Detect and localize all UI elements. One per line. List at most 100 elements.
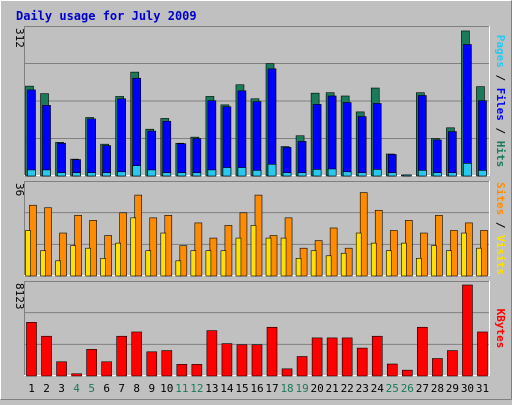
files-bar-day-11 bbox=[177, 143, 187, 177]
kbytes-bar-day-8 bbox=[131, 331, 143, 377]
pages-bar-day-28 bbox=[433, 172, 442, 177]
day-label-9: 9 bbox=[148, 382, 155, 395]
visits-bar-day-4 bbox=[70, 245, 76, 277]
day-label-24: 24 bbox=[371, 382, 385, 395]
files-bar-day-12 bbox=[192, 138, 202, 177]
files-bar-day-10 bbox=[162, 120, 172, 177]
visits-bar-day-12 bbox=[190, 250, 197, 277]
visits-bar-day-11 bbox=[175, 260, 182, 277]
sites-bar-day-2 bbox=[44, 207, 52, 277]
day-label-22: 22 bbox=[341, 382, 354, 395]
day-label-1: 1 bbox=[28, 382, 35, 395]
visits-bar-day-10 bbox=[160, 232, 167, 277]
visits-bar-day-15 bbox=[235, 237, 242, 277]
day-label-7: 7 bbox=[118, 382, 125, 395]
kbytes-bar-day-17 bbox=[266, 326, 278, 377]
legend-sep-1: / bbox=[494, 68, 507, 88]
legend-files: Files bbox=[494, 88, 507, 121]
day-label-11: 11 bbox=[175, 382, 188, 395]
files-bar-day-3 bbox=[57, 142, 66, 177]
kbytes-bar-day-31 bbox=[477, 331, 488, 377]
visits-bar-day-18 bbox=[280, 237, 287, 277]
visits-bar-day-13 bbox=[205, 250, 212, 277]
legend-pages: Pages bbox=[494, 35, 507, 68]
pages-bar-day-3 bbox=[57, 172, 66, 177]
files-bar-day-2 bbox=[42, 105, 51, 177]
files-bar-day-7 bbox=[117, 98, 126, 177]
files-bar-day-19 bbox=[297, 141, 307, 177]
day-label-18: 18 bbox=[280, 382, 293, 395]
visits-bar-day-21 bbox=[325, 255, 332, 277]
pages-bar-day-29 bbox=[448, 172, 457, 177]
sites-bar-day-21 bbox=[329, 227, 338, 277]
day-label-31: 31 bbox=[476, 382, 489, 395]
kbytes-bar-day-15 bbox=[236, 344, 248, 377]
visits-bar-day-1 bbox=[25, 230, 31, 277]
files-bar-day-1 bbox=[27, 89, 36, 177]
files-bar-day-5 bbox=[87, 118, 96, 177]
visits-bar-day-26 bbox=[401, 242, 407, 277]
day-label-10: 10 bbox=[160, 382, 173, 395]
legend-visits: Visits bbox=[494, 235, 507, 275]
day-label-19: 19 bbox=[295, 382, 308, 395]
kbytes-bar-day-26 bbox=[402, 369, 413, 377]
pages-bar-day-20 bbox=[312, 169, 322, 177]
kbytes-bar-day-6 bbox=[101, 361, 112, 377]
day-label-2: 2 bbox=[43, 382, 50, 395]
files-bar-day-30 bbox=[463, 44, 472, 177]
files-bar-day-8 bbox=[132, 77, 142, 177]
kbytes-bar-day-25 bbox=[386, 363, 398, 377]
pages-bar-day-15 bbox=[237, 167, 247, 177]
day-label-5: 5 bbox=[88, 382, 95, 395]
sites-bar-day-6 bbox=[104, 235, 112, 277]
pages-bar-day-17 bbox=[267, 164, 277, 177]
sites-bar-day-27 bbox=[420, 232, 428, 277]
pages-bar-day-5 bbox=[87, 172, 96, 177]
legend-sep-2: / bbox=[494, 121, 507, 141]
visits-bar-day-16 bbox=[250, 225, 257, 277]
pages-bar-day-26 bbox=[403, 174, 412, 177]
kbytes-bar-day-1 bbox=[26, 322, 37, 377]
visits-bar-day-9 bbox=[145, 250, 152, 277]
visits-bar-day-28 bbox=[431, 245, 437, 277]
day-label-3: 3 bbox=[58, 382, 65, 395]
kbytes-bar-day-11 bbox=[176, 364, 188, 377]
day-label-28: 28 bbox=[431, 382, 444, 395]
kbytes-bar-day-30 bbox=[462, 284, 473, 377]
kbytes-bar-day-24 bbox=[371, 335, 383, 377]
visits-bar-day-27 bbox=[416, 258, 422, 277]
day-label-25: 25 bbox=[386, 382, 399, 395]
legend-hits: Hits bbox=[494, 141, 507, 168]
pages-bar-day-23 bbox=[357, 172, 367, 177]
visits-bar-day-23 bbox=[355, 232, 362, 277]
pages-bar-day-30 bbox=[463, 163, 472, 177]
kbytes-bar-day-4 bbox=[71, 373, 82, 377]
kbytes-bar-day-22 bbox=[341, 337, 353, 377]
files-bar-day-14 bbox=[222, 106, 232, 177]
pages-bar-day-25 bbox=[387, 172, 397, 177]
kbytes-bar-day-28 bbox=[432, 358, 443, 377]
kbytes-bar-day-23 bbox=[356, 347, 368, 377]
kbytes-bar-day-13 bbox=[206, 330, 218, 377]
pages-bar-day-10 bbox=[162, 172, 172, 177]
pages-bar-day-18 bbox=[282, 172, 292, 177]
visits-bar-day-2 bbox=[40, 250, 46, 277]
files-bar-day-16 bbox=[252, 101, 262, 177]
day-label-29: 29 bbox=[446, 382, 459, 395]
pages-bar-day-27 bbox=[418, 170, 427, 177]
visits-bar-day-5 bbox=[85, 247, 91, 277]
kbytes-bar-day-12 bbox=[191, 364, 203, 377]
visits-bar-day-17 bbox=[265, 237, 272, 277]
visits-bar-day-31 bbox=[476, 247, 482, 277]
kbytes-bar-day-14 bbox=[221, 343, 233, 377]
kbytes-bar-day-3 bbox=[56, 361, 67, 377]
pages-bar-day-31 bbox=[478, 170, 487, 177]
pages-bar-day-22 bbox=[342, 171, 352, 177]
sites-bar-day-3 bbox=[59, 232, 67, 277]
files-bar-day-29 bbox=[448, 131, 457, 177]
sites-visits-panel bbox=[24, 181, 490, 277]
pages-bar-day-7 bbox=[117, 171, 126, 177]
files-bar-day-23 bbox=[357, 116, 367, 177]
files-bar-day-17 bbox=[267, 68, 277, 177]
day-label-15: 15 bbox=[235, 382, 248, 395]
